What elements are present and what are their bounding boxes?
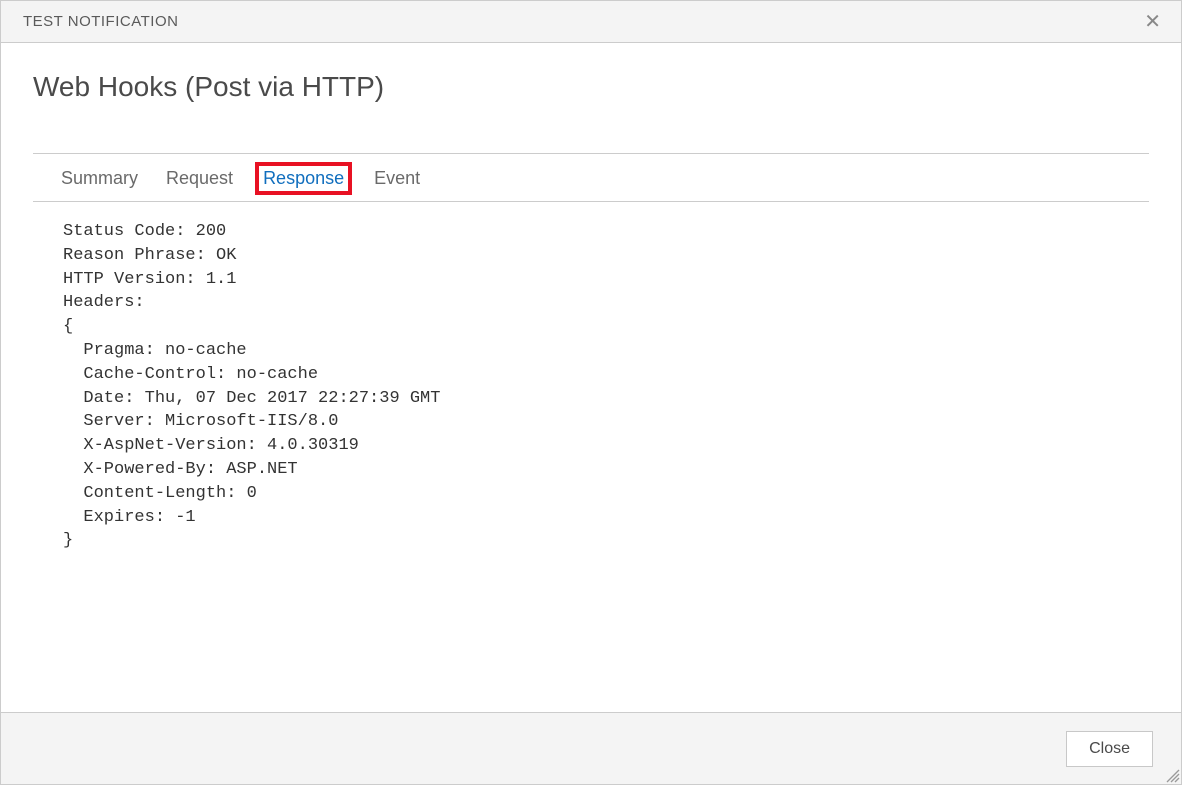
dialog-content: Web Hooks (Post via HTTP) Summary Reques… xyxy=(1,43,1181,712)
tab-event[interactable]: Event xyxy=(374,168,420,189)
response-panel: Status Code: 200 Reason Phrase: OK HTTP … xyxy=(33,202,1149,712)
tab-bar: Summary Request Response Event xyxy=(33,154,1149,202)
resize-grip-icon[interactable] xyxy=(1164,767,1180,783)
close-button[interactable]: Close xyxy=(1066,731,1153,767)
dialog-titlebar: TEST NOTIFICATION ✕ xyxy=(1,1,1181,43)
page-title: Web Hooks (Post via HTTP) xyxy=(33,71,1149,103)
response-text: Status Code: 200 Reason Phrase: OK HTTP … xyxy=(63,220,1149,553)
dialog-footer: Close xyxy=(1,712,1181,784)
tab-summary[interactable]: Summary xyxy=(61,168,138,189)
dialog-title: TEST NOTIFICATION xyxy=(23,13,178,30)
tab-response[interactable]: Response xyxy=(261,168,346,189)
tab-request[interactable]: Request xyxy=(166,168,233,189)
close-icon[interactable]: ✕ xyxy=(1140,8,1165,36)
test-notification-dialog: TEST NOTIFICATION ✕ Web Hooks (Post via … xyxy=(0,0,1182,785)
